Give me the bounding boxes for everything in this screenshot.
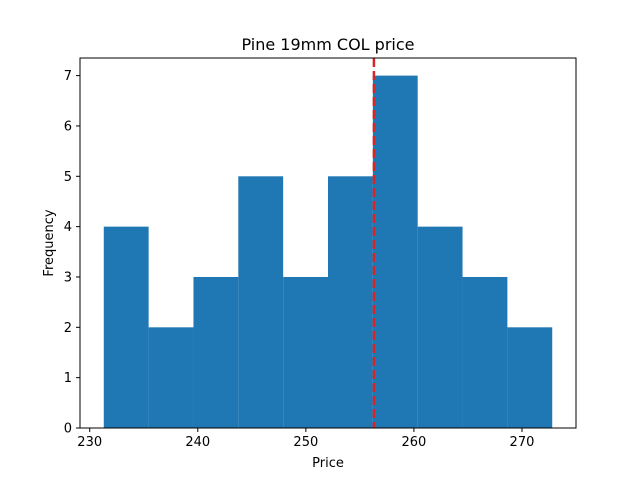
x-tick-label: 260: [401, 435, 426, 450]
histogram-bar: [328, 176, 373, 428]
histogram-bar: [148, 327, 194, 428]
y-tick-label: 4: [64, 220, 72, 235]
y-tick-label: 3: [64, 270, 72, 285]
histogram-bar: [507, 327, 553, 428]
plot-frame: [79, 57, 577, 429]
histogram-bar: [103, 226, 149, 428]
y-tick-label: 0: [64, 422, 72, 437]
y-axis-ticks: 0 1 2 3 4 5 6 7: [64, 69, 80, 437]
x-tick-label: 270: [510, 435, 535, 450]
y-axis-label: Frequency: [42, 209, 57, 276]
histogram-bar: [372, 75, 418, 428]
histogram-bar: [238, 176, 284, 428]
y-tick-label: 7: [64, 69, 72, 84]
y-tick-label: 5: [64, 170, 72, 185]
x-axis-label: Price: [312, 456, 344, 471]
histogram-bar: [417, 226, 463, 428]
x-tick-label: 250: [293, 435, 318, 450]
histogram-bar: [462, 276, 508, 428]
y-tick-label: 1: [64, 371, 72, 386]
histogram-bar: [283, 276, 328, 428]
x-axis-ticks: 230 240 250 260 270: [77, 428, 534, 450]
chart-title: Pine 19mm COL price: [241, 35, 414, 54]
histogram-bar: [193, 276, 239, 428]
bars-group: [103, 75, 553, 428]
x-tick-label: 230: [77, 435, 102, 450]
y-tick-label: 2: [64, 321, 72, 336]
x-tick-label: 240: [185, 435, 210, 450]
y-tick-label: 6: [64, 119, 72, 134]
